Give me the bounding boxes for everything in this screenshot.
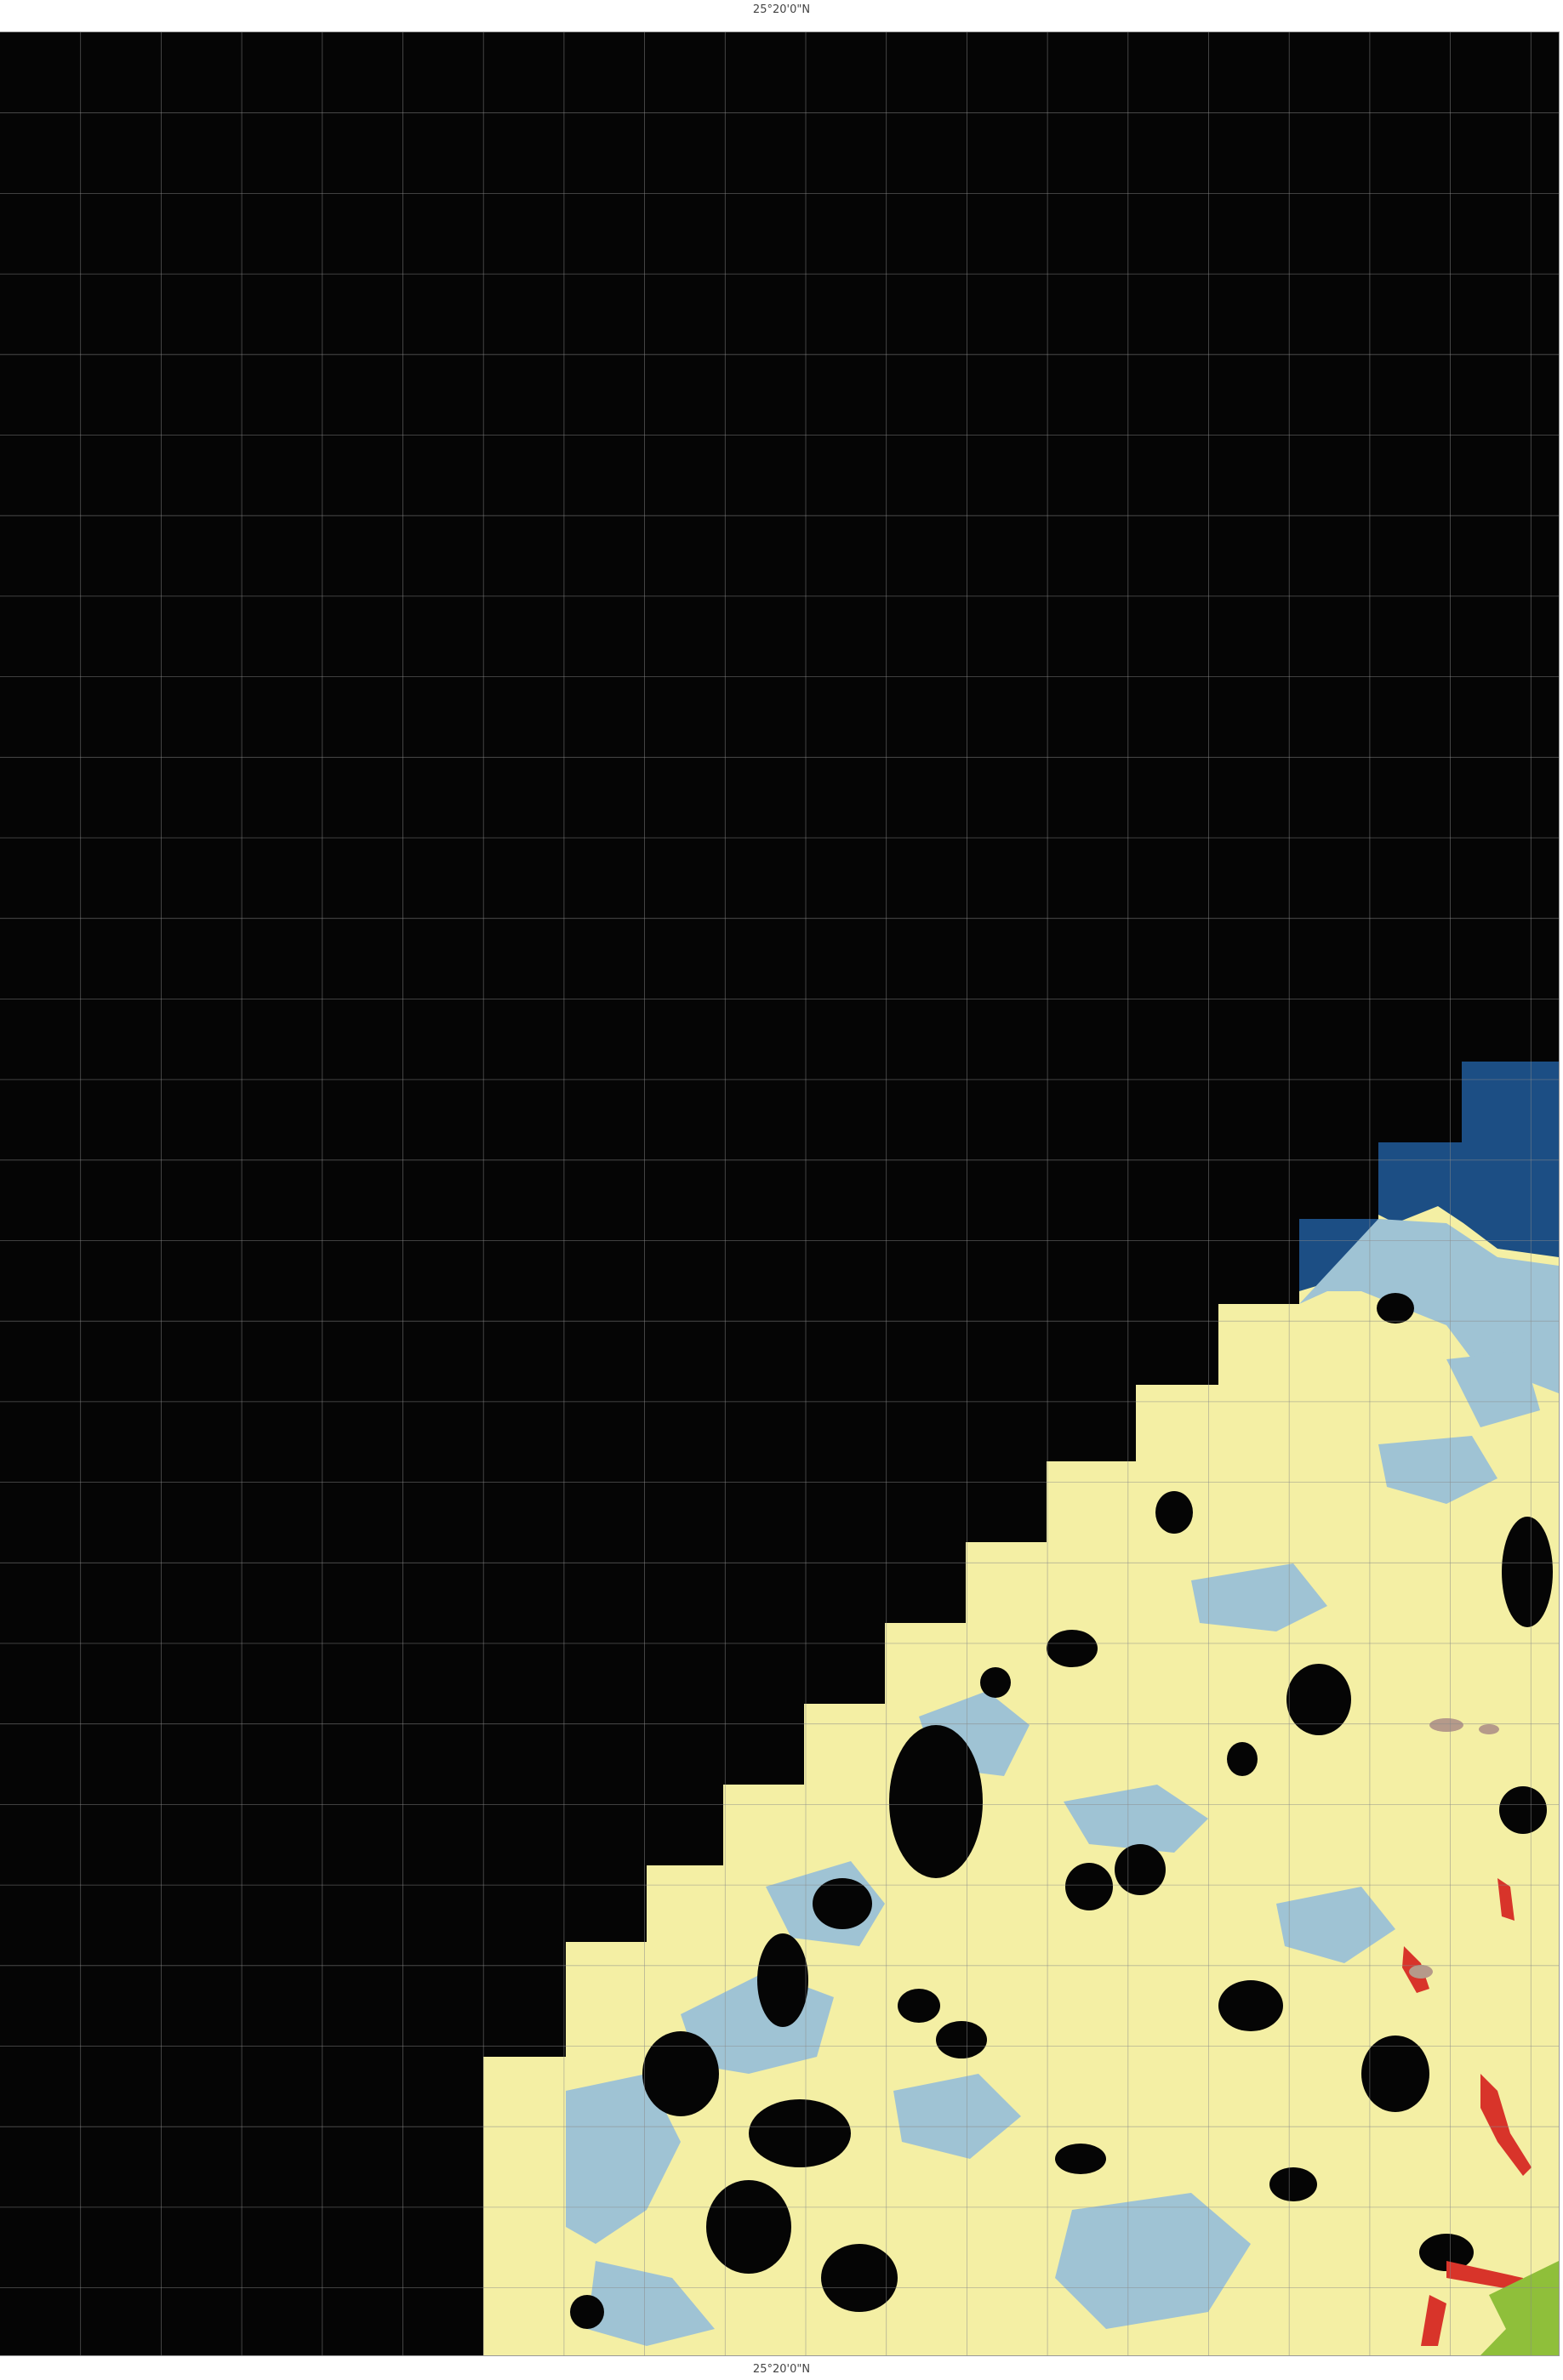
nodata-patch [1269,2167,1317,2201]
deep-water-area [1378,1062,1559,1257]
nodata-patch [1419,2234,1474,2271]
shallow-water-area [1299,1219,1559,1393]
red-area [1480,2074,1532,2176]
map-frame[interactable] [0,31,1560,2356]
brown-class-areas [1409,1718,1499,1979]
nodata-patch [1502,1517,1553,1627]
classification-map[interactable] [0,32,1559,2355]
nodata-patches [570,1293,1553,2329]
shallow-water-area [587,2261,715,2346]
nodata-patch [813,1878,872,1929]
nodata-patch [1055,2144,1106,2174]
nodata-patch [1047,1630,1098,1667]
nodata-patch [570,2295,604,2329]
brown-area [1409,1965,1433,1979]
bottom-coordinate-label: 25°20'0"N [752,2363,811,2376]
shallow-water-area [1378,1436,1497,1504]
nodata-patch [1065,1863,1113,1910]
red-area [1446,2261,1523,2291]
brown-area [1429,1718,1463,1732]
shallow-water-area [893,2074,1021,2159]
nodata-patch [749,2099,851,2167]
nodata-patch [757,1933,808,2027]
nodata-patch [1115,1844,1166,1895]
nodata-patch [821,2244,898,2312]
vegetation-area [1480,2261,1559,2355]
top-coordinate-label: 25°20'0"N [752,3,811,16]
nodata-patch [1499,1786,1547,1834]
shallow-water-area [1446,1351,1540,1427]
red-area [1497,1878,1515,1921]
nodata-patch [1227,1742,1258,1776]
nodata-patch [706,2180,791,2274]
shallow-water-area [1064,1785,1208,1853]
graticule-grid [0,32,1559,2355]
nodata-patch [980,1667,1011,1698]
nodata-patch [1155,1491,1193,1534]
nodata-patch [936,2021,987,2058]
shallow-water-area [1276,1887,1395,1963]
nodata-patch [1286,1664,1351,1735]
nodata-patch [1361,2036,1429,2112]
nodata-patch [1377,1293,1414,1324]
nodata-patch [642,2031,719,2116]
red-area [1421,2295,1446,2346]
nodata-patch [1218,1980,1283,2031]
shallow-water-area [566,2074,681,2244]
nodata-patch [889,1725,983,1878]
brown-area [1479,1724,1499,1734]
red-class-areas [1402,1878,1532,2346]
shallow-water-area [1191,1563,1327,1631]
shallow-water-area [1055,2193,1251,2329]
nodata-patch [898,1989,940,2023]
